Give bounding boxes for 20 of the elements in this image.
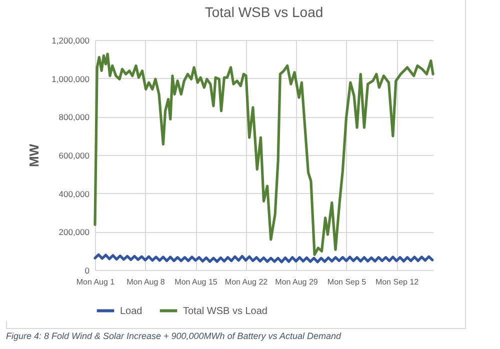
y-tick-label: 400,000 [58,188,90,199]
y-axis-title: MW [26,143,42,168]
chart-title: Total WSB vs Load [204,4,324,20]
x-tick-label: Mon Aug 22 [224,278,268,286]
y-tick-label: 0 [84,266,90,276]
x-tick-label: Mon Aug 8 [126,278,166,286]
x-tick-label: Mon Sep 5 [327,278,367,286]
legend-label: Load [120,306,142,317]
x-tick-label: Mon Aug 15 [174,278,218,286]
legend-label: Total WSB vs Load [183,306,268,317]
y-tick-label: 600,000 [58,150,90,160]
y-tick-label: 1,200,000 [52,36,90,46]
y-tick-label: 800,000 [58,112,90,122]
line-series [94,253,434,264]
caption: Figure 4: 8 Fold Wind & Solar Increase + 900,000MWh of Battery vs Actual Demand [6,331,341,341]
y-tick-label: 1,000,000 [52,74,90,84]
y-tick-label: 200,000 [58,227,90,238]
x-tick-label: Mon Aug 29 [275,278,318,286]
x-tick-label: Mon Aug 1 [76,278,116,286]
x-tick-label: Mon Sep 12 [375,278,420,286]
